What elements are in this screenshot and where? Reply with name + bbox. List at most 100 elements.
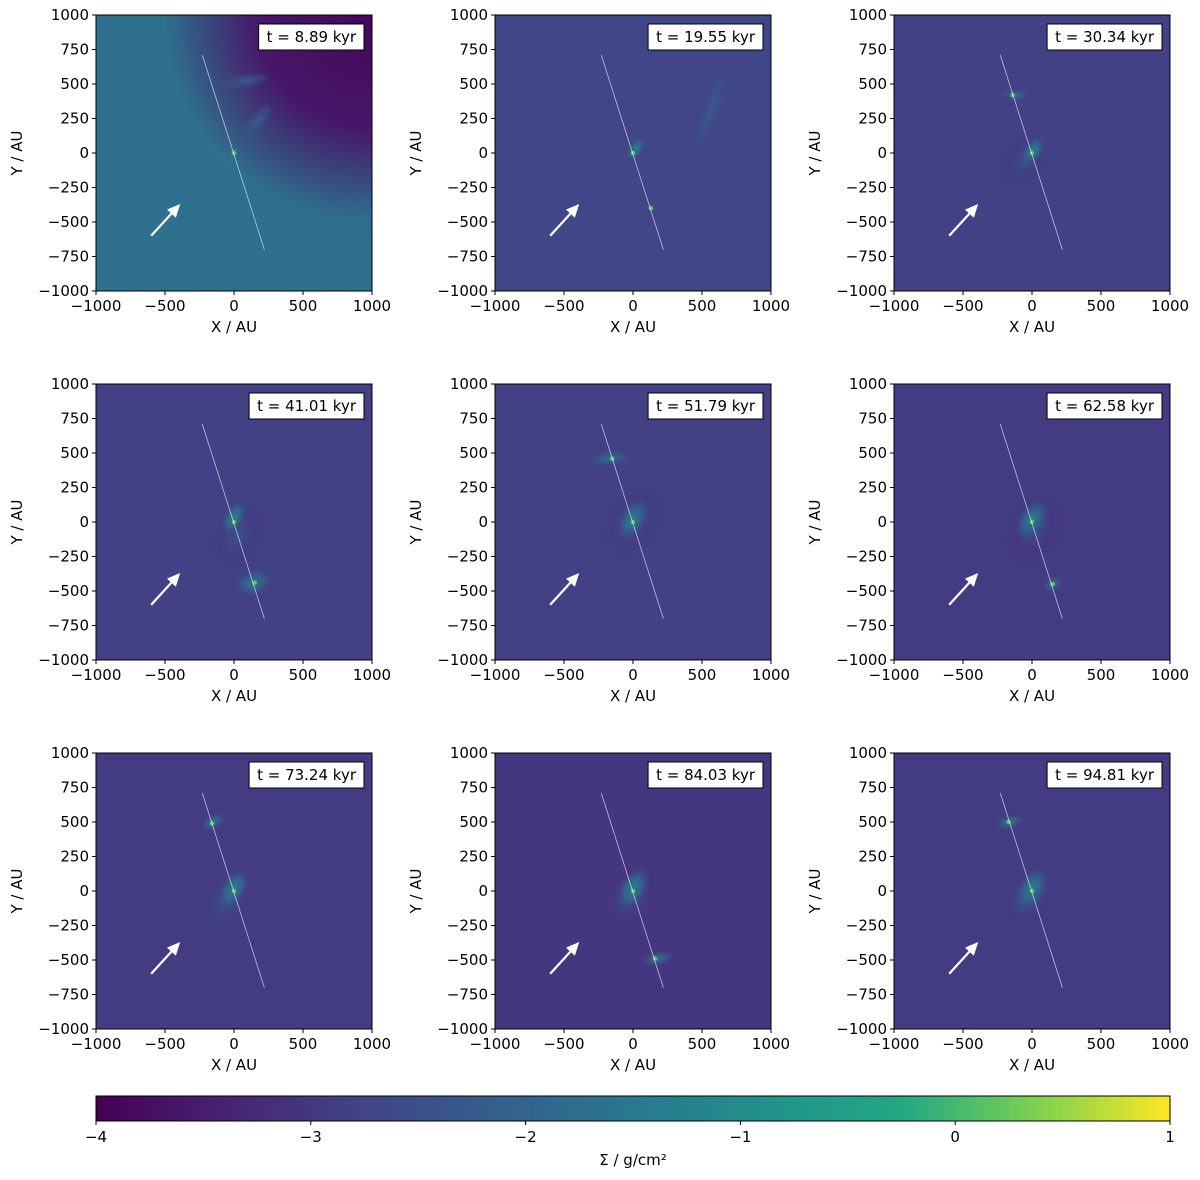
x-tick-label: 1000: [353, 297, 391, 315]
panel-9: −1000 −500 0 500 1000 1000 750 500 250 0 −250 −500 −…: [806, 744, 1189, 1074]
x-tick-label: 0: [1027, 297, 1037, 315]
panel-1: −1000 −500 0 500 1000 1000 750 500 250 0 −250 −500 −…: [8, 6, 391, 336]
x-tick-label: 0: [628, 297, 638, 315]
x-tick-label: 1000: [752, 1035, 790, 1053]
density-feature: [584, 449, 635, 468]
colorbar-tick-label: 1: [1165, 1128, 1175, 1146]
y-tick-label: −750: [447, 986, 488, 1004]
x-axis-label: X / AU: [610, 1056, 656, 1074]
x-tick-label: 500: [688, 297, 717, 315]
y-tick-label: −750: [48, 617, 89, 635]
x-tick-label: −1000: [869, 666, 920, 684]
x-tick-label: 0: [628, 1035, 638, 1053]
y-axis-label: Y / AU: [806, 869, 824, 915]
colorbar-label: Σ / g/cm²: [599, 1151, 667, 1169]
x-tick-label: 1000: [752, 666, 790, 684]
y-tick-label: −500: [846, 951, 887, 969]
x-tick-label: −1000: [71, 1035, 122, 1053]
y-tick-label: −250: [447, 917, 488, 935]
rotation-axis-line: [600, 423, 664, 619]
y-tick-label: 750: [858, 779, 887, 797]
y-tick-label: −250: [846, 917, 887, 935]
y-axis-label: Y / AU: [806, 131, 824, 177]
x-tick-label: 500: [1087, 666, 1116, 684]
y-axis-label: Y / AU: [407, 869, 425, 915]
y-tick-label: 0: [79, 513, 89, 531]
direction-arrow-shaft: [549, 950, 572, 975]
y-tick-label: 500: [60, 444, 89, 462]
y-tick-label: −750: [846, 248, 887, 266]
time-label-box: t = 41.01 kyr: [248, 392, 365, 420]
x-tick-label: 0: [1027, 1035, 1037, 1053]
y-tick-label: 750: [858, 41, 887, 59]
time-label-box: t = 8.89 kyr: [258, 23, 365, 51]
direction-arrow-shaft: [549, 212, 572, 237]
density-map: [894, 753, 1170, 1029]
y-tick-label: 250: [858, 848, 887, 866]
x-tick-label: 0: [628, 666, 638, 684]
x-tick-label: −500: [144, 297, 185, 315]
y-tick-label: 250: [858, 110, 887, 128]
x-tick-label: 500: [289, 666, 318, 684]
y-tick-label: 750: [60, 779, 89, 797]
direction-arrow-icon: [964, 204, 979, 218]
direction-arrow-shaft: [948, 581, 971, 606]
x-axis-label: X / AU: [610, 318, 656, 336]
y-tick-label: 500: [459, 813, 488, 831]
direction-arrow-icon: [964, 942, 979, 956]
y-axis-label: Y / AU: [806, 500, 824, 546]
panel-5: −1000 −500 0 500 1000 1000 750 500 250 0 −250 −500 −…: [407, 375, 790, 705]
time-label-box: t = 84.03 kyr: [647, 761, 764, 789]
direction-arrow-icon: [166, 573, 181, 587]
y-tick-label: −750: [48, 248, 89, 266]
x-tick-label: −1000: [71, 666, 122, 684]
time-label: t = 84.03 kyr: [656, 766, 756, 784]
panel-7: −1000 −500 0 500 1000 1000 750 500 250 0 −250 −500 −…: [8, 744, 391, 1074]
density-feature: [640, 949, 676, 968]
y-tick-label: 1000: [450, 6, 488, 24]
y-tick-label: 0: [877, 144, 887, 162]
y-axis-label: Y / AU: [407, 131, 425, 177]
y-tick-label: 1000: [51, 6, 89, 24]
y-tick-label: 1000: [51, 744, 89, 762]
colorbar-tick-label: −3: [300, 1128, 322, 1146]
density-feature: [220, 73, 270, 90]
colorbar-gradient: [95, 1095, 1171, 1122]
density-feature: [1013, 497, 1051, 542]
direction-arrow-icon: [964, 573, 979, 587]
y-tick-label: 250: [459, 110, 488, 128]
y-tick-label: −1000: [836, 1020, 887, 1038]
colorbar-tick-label: −2: [515, 1128, 537, 1146]
panel-8: −1000 −500 0 500 1000 1000 750 500 250 0 −250 −500 −…: [407, 744, 790, 1074]
x-axis-label: X / AU: [1009, 1056, 1055, 1074]
y-tick-label: −500: [846, 582, 887, 600]
x-tick-label: 500: [688, 1035, 717, 1053]
y-tick-label: 250: [60, 848, 89, 866]
y-tick-label: −1000: [836, 651, 887, 669]
colorbar: −4 −3 −2 −1 0 1 Σ / g/cm²: [85, 1095, 1175, 1169]
panel-2: −1000 −500 0 500 1000 1000 750 500 250 0 −250 −500 −…: [407, 6, 790, 336]
direction-arrow-shaft: [948, 212, 971, 237]
time-label: t = 94.81 kyr: [1055, 766, 1155, 784]
y-tick-label: 250: [60, 479, 89, 497]
time-label: t = 73.24 kyr: [257, 766, 357, 784]
x-tick-label: −1000: [470, 666, 521, 684]
x-tick-label: −1000: [470, 1035, 521, 1053]
rotation-axis-line: [600, 792, 664, 988]
y-axis-label: Y / AU: [407, 500, 425, 546]
y-tick-label: 0: [877, 513, 887, 531]
x-tick-label: 500: [1087, 1035, 1116, 1053]
x-axis-label: X / AU: [610, 687, 656, 705]
y-tick-label: 500: [858, 813, 887, 831]
y-tick-label: 0: [877, 882, 887, 900]
direction-arrow-shaft: [549, 581, 572, 606]
y-tick-label: −500: [48, 582, 89, 600]
time-label: t = 8.89 kyr: [267, 28, 357, 46]
y-tick-label: −250: [48, 179, 89, 197]
y-tick-label: 1000: [849, 744, 887, 762]
y-tick-label: 0: [478, 144, 488, 162]
x-tick-label: −500: [543, 297, 584, 315]
panel-6: −1000 −500 0 500 1000 1000 750 500 250 0 −250 −500 −…: [806, 375, 1189, 705]
x-tick-label: 500: [1087, 297, 1116, 315]
